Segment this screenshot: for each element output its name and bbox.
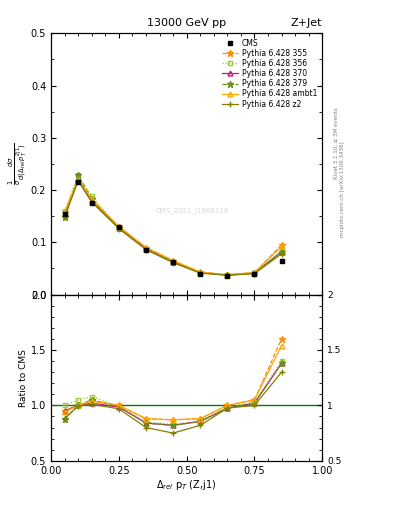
Pythia 6.428 356: [225, 271, 230, 278]
Y-axis label: $\frac{1}{\sigma}\frac{d\sigma}{d(\Delta_{rel}\,p_T^{Zj1})}$: $\frac{1}{\sigma}\frac{d\sigma}{d(\Delta…: [7, 143, 29, 185]
CMS: [279, 258, 284, 264]
Pythia 6.428 ambt1: [225, 271, 230, 278]
Pythia 6.428 379: [76, 173, 81, 179]
CMS: [116, 224, 121, 230]
Pythia 6.428 356: [279, 248, 284, 254]
Pythia 6.428 379: [116, 225, 121, 231]
Pythia 6.428 370: [116, 225, 121, 231]
Line: CMS: CMS: [62, 180, 284, 279]
Text: Rivet 3.1.10, ≥ 3M events: Rivet 3.1.10, ≥ 3M events: [334, 108, 338, 179]
Pythia 6.428 355: [116, 224, 121, 230]
Pythia 6.428 356: [90, 193, 94, 199]
Line: Pythia 6.428 355: Pythia 6.428 355: [62, 178, 285, 278]
Pythia 6.428 370: [279, 249, 284, 255]
CMS: [76, 179, 81, 185]
Pythia 6.428 ambt1: [252, 269, 257, 275]
Pythia 6.428 355: [62, 209, 67, 215]
Pythia 6.428 355: [90, 197, 94, 203]
Pythia 6.428 355: [76, 178, 81, 184]
Pythia 6.428 379: [62, 214, 67, 220]
Pythia 6.428 379: [279, 249, 284, 255]
Pythia 6.428 379: [171, 259, 175, 265]
Y-axis label: Ratio to CMS: Ratio to CMS: [19, 349, 28, 407]
Pythia 6.428 379: [225, 272, 230, 279]
Pythia 6.428 356: [62, 208, 67, 214]
Pythia 6.428 ambt1: [62, 209, 67, 216]
CMS: [198, 270, 203, 276]
Pythia 6.428 z2: [225, 272, 230, 279]
Text: 13000 GeV pp: 13000 GeV pp: [147, 18, 226, 28]
Pythia 6.428 z2: [171, 260, 175, 266]
Pythia 6.428 370: [62, 210, 67, 217]
Pythia 6.428 356: [198, 269, 203, 275]
Pythia 6.428 355: [171, 258, 175, 264]
Pythia 6.428 355: [279, 242, 284, 248]
Pythia 6.428 356: [76, 173, 81, 179]
Line: Pythia 6.428 356: Pythia 6.428 356: [62, 173, 284, 277]
Pythia 6.428 ambt1: [198, 269, 203, 275]
Pythia 6.428 z2: [198, 270, 203, 276]
Pythia 6.428 z2: [90, 199, 94, 205]
Legend: CMS, Pythia 6.428 355, Pythia 6.428 356, Pythia 6.428 370, Pythia 6.428 379, Pyt: CMS, Pythia 6.428 355, Pythia 6.428 356,…: [220, 37, 318, 110]
Pythia 6.428 356: [144, 245, 149, 251]
Pythia 6.428 355: [144, 244, 149, 250]
Pythia 6.428 ambt1: [90, 197, 94, 203]
Pythia 6.428 z2: [144, 247, 149, 253]
Pythia 6.428 z2: [252, 270, 257, 276]
CMS: [252, 270, 257, 276]
Pythia 6.428 370: [90, 199, 94, 205]
Pythia 6.428 370: [225, 272, 230, 279]
Pythia 6.428 z2: [116, 226, 121, 232]
Pythia 6.428 370: [144, 246, 149, 252]
Pythia 6.428 370: [252, 270, 257, 276]
CMS: [90, 200, 94, 206]
Pythia 6.428 379: [90, 196, 94, 202]
Pythia 6.428 355: [225, 271, 230, 278]
Text: Z+Jet: Z+Jet: [291, 18, 322, 28]
Pythia 6.428 379: [252, 270, 257, 276]
CMS: [144, 247, 149, 253]
Pythia 6.428 ambt1: [144, 244, 149, 250]
Pythia 6.428 356: [252, 270, 257, 276]
Pythia 6.428 355: [198, 269, 203, 275]
CMS: [225, 273, 230, 280]
Line: Pythia 6.428 379: Pythia 6.428 379: [62, 172, 285, 279]
X-axis label: $\Delta_{rel}$ p$_T$ (Z,j1): $\Delta_{rel}$ p$_T$ (Z,j1): [156, 478, 217, 493]
CMS: [171, 259, 175, 265]
Line: Pythia 6.428 ambt1: Pythia 6.428 ambt1: [62, 176, 284, 277]
Pythia 6.428 ambt1: [76, 176, 81, 182]
Pythia 6.428 ambt1: [279, 243, 284, 249]
Line: Pythia 6.428 370: Pythia 6.428 370: [62, 178, 284, 278]
Pythia 6.428 ambt1: [171, 258, 175, 264]
Pythia 6.428 370: [198, 269, 203, 275]
Pythia 6.428 z2: [62, 214, 67, 220]
Line: Pythia 6.428 z2: Pythia 6.428 z2: [62, 178, 285, 279]
Pythia 6.428 370: [76, 178, 81, 184]
Pythia 6.428 z2: [76, 178, 81, 184]
Pythia 6.428 379: [198, 269, 203, 275]
CMS: [62, 210, 67, 217]
Pythia 6.428 z2: [279, 251, 284, 257]
Text: mcplots.cern.ch [arXiv:1306.3436]: mcplots.cern.ch [arXiv:1306.3436]: [340, 142, 345, 237]
Pythia 6.428 379: [144, 245, 149, 251]
Pythia 6.428 370: [171, 259, 175, 265]
Text: CMS_2021_I1966118: CMS_2021_I1966118: [155, 207, 229, 215]
Pythia 6.428 355: [252, 269, 257, 275]
Pythia 6.428 356: [116, 225, 121, 231]
Pythia 6.428 ambt1: [116, 224, 121, 230]
Pythia 6.428 356: [171, 259, 175, 265]
